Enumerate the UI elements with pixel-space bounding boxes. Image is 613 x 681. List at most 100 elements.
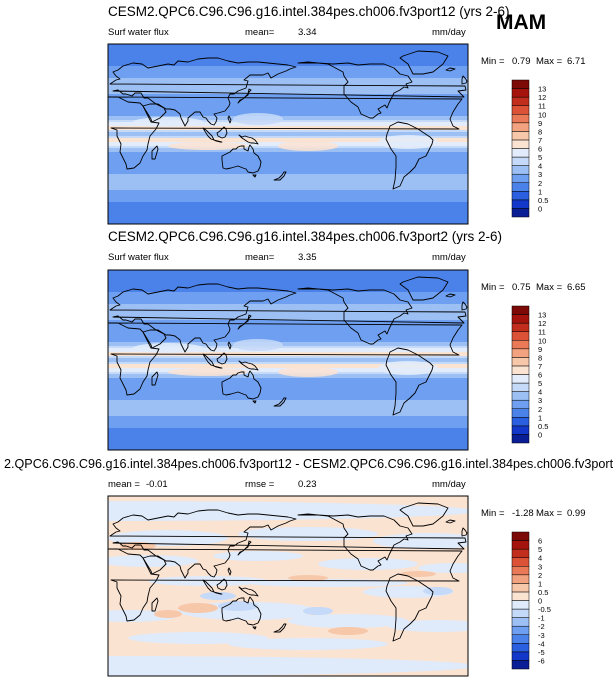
panel2-field-band xyxy=(108,380,468,383)
panel3-field-anomaly xyxy=(303,607,333,615)
panel3-colorbar-label: -2 xyxy=(538,622,545,631)
panel1-field-band xyxy=(108,122,468,125)
panel3-max-label: Max = xyxy=(536,508,563,519)
panel3-colorbar-label: 0 xyxy=(538,597,542,606)
panel3-colorbar-box xyxy=(511,660,530,670)
panel1-field-anomaly xyxy=(278,141,338,151)
panel1-coastline-1 xyxy=(385,121,434,190)
panel1-colorbar-box xyxy=(511,173,530,184)
panel1-field-anomaly xyxy=(168,142,248,150)
panel2-field-band xyxy=(108,408,468,411)
panel2-field-band xyxy=(108,396,468,399)
panel1-field-anomaly xyxy=(233,113,283,125)
panel1-max-value: 6.71 xyxy=(567,56,586,67)
panel2-field-band xyxy=(108,434,468,437)
panel1-colorbar-label: 11 xyxy=(538,102,546,111)
panel1-field-band xyxy=(108,184,468,187)
panel2-field-band xyxy=(108,360,468,363)
panel2-field-band xyxy=(108,446,468,449)
panel3-field-anomaly xyxy=(418,563,468,573)
panel3-map-frame xyxy=(107,495,469,677)
panel1-colorbar-box xyxy=(511,199,530,209)
panel2-field-band xyxy=(108,270,468,273)
panel1-field-band xyxy=(108,134,468,137)
panel2-field-band xyxy=(108,308,468,311)
panel2-coastline-4 xyxy=(221,370,262,400)
panel1-field-band xyxy=(108,174,468,177)
panel2-field-band xyxy=(108,342,468,345)
panel2-field-band xyxy=(108,278,468,281)
panel1-colorbar-label: 7 xyxy=(538,136,542,145)
panel2-colorbar-box xyxy=(511,417,530,427)
panel2-field-band xyxy=(108,282,468,285)
panel3-coastline-16 xyxy=(445,519,456,524)
panel1-field-band xyxy=(108,198,468,201)
panel2-colorbar-box xyxy=(511,374,530,384)
panel2-field-band xyxy=(108,442,468,445)
panel2-field-band xyxy=(108,440,468,443)
panel2-mean-value: 3.35 xyxy=(298,252,317,263)
panel2-field-band xyxy=(108,296,468,299)
panel3-field-anomaly xyxy=(108,555,198,567)
panel1-colorbar-box xyxy=(511,156,530,166)
panel1-colorbar-label: 12 xyxy=(538,93,546,102)
panel3-units: mm/day xyxy=(432,479,466,490)
panel2-coastline-15 xyxy=(252,400,257,404)
panel3-field-anomaly xyxy=(423,587,453,595)
panel3-colorbar-box xyxy=(511,634,530,644)
panel2-field-band xyxy=(108,356,468,359)
panel1-field-band xyxy=(108,176,468,179)
panel1-coastline-13 xyxy=(461,75,468,85)
panel2-colorbar-box xyxy=(511,305,530,315)
panel1-colorbar-label: 13 xyxy=(538,85,546,94)
panel1-field-band xyxy=(108,58,468,61)
panel1-field-band xyxy=(108,158,468,161)
panel1-field-band xyxy=(108,164,468,167)
panel1-field-band xyxy=(108,200,468,203)
panel2-field-band xyxy=(108,438,468,441)
panel1-field-band xyxy=(108,210,468,213)
panel2-field-band xyxy=(108,422,468,425)
panel1-field-band xyxy=(108,100,468,103)
panel3-colorbar-box xyxy=(511,548,530,558)
panel1-field-band xyxy=(108,124,468,127)
panel2-colorbar-label: 8 xyxy=(538,353,542,362)
panel1-colorbar-box xyxy=(511,148,530,158)
panel3-colorbar-box xyxy=(511,608,530,618)
panel3-coastline-8 xyxy=(238,586,259,597)
panel2-colorbar-box xyxy=(511,365,530,375)
panel2-field-band xyxy=(108,398,468,401)
panel2-field-band xyxy=(108,394,468,397)
panel2-field-band xyxy=(108,378,468,381)
panel1-field-anomaly xyxy=(378,135,438,149)
panel2-field-band xyxy=(108,340,468,343)
panel1-colorbar-label: 9 xyxy=(538,119,542,128)
panel1-field-band xyxy=(108,150,468,153)
panel2-colorbar-box xyxy=(511,391,530,401)
panel1-field-anomaly xyxy=(133,117,203,127)
panel3-field-anomaly xyxy=(228,638,388,650)
panel2-coastline-14 xyxy=(273,397,287,407)
panel2-coastline-11 xyxy=(151,371,159,386)
panel2-field-band xyxy=(108,444,468,447)
panel1-field-band xyxy=(108,68,468,71)
panel3-field-anomaly xyxy=(400,571,436,577)
panel1-colorbar-label: 10 xyxy=(538,110,546,119)
panel2-colorbar-box xyxy=(511,382,530,392)
panel2-colorbar-box xyxy=(511,314,530,324)
panel2-max-value: 6.65 xyxy=(567,282,586,293)
panel2-colorbar-label: 2 xyxy=(538,405,542,414)
panel3-min-label: Min = xyxy=(481,508,505,519)
panel3-coastline-11 xyxy=(151,597,159,612)
panel2-field-band xyxy=(108,354,468,357)
panel1-field-band xyxy=(108,50,468,53)
panel1-colorbar-box xyxy=(511,88,530,98)
panel2-field-band xyxy=(108,384,468,387)
panel2-field-band xyxy=(108,318,468,321)
panel2-field-anomaly xyxy=(168,368,248,376)
panel3-field-anomaly xyxy=(154,610,182,618)
panel2-colorbar-box xyxy=(511,331,530,341)
panel2-field-band xyxy=(108,316,468,319)
panel1-colorbar-box xyxy=(511,182,530,192)
